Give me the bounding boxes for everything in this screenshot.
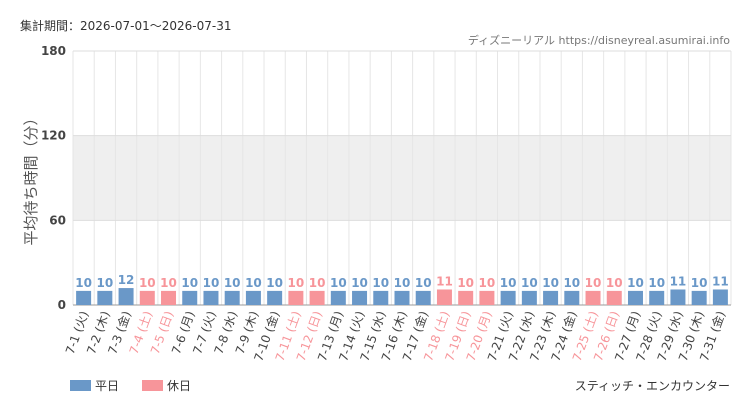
bar bbox=[543, 290, 559, 305]
y-tick-label: 180 bbox=[41, 44, 66, 58]
value-label: 10 bbox=[245, 276, 262, 290]
bar bbox=[564, 290, 580, 305]
bar bbox=[394, 290, 410, 305]
legend-label: 平日 bbox=[95, 379, 119, 393]
value-label: 10 bbox=[351, 276, 368, 290]
value-label: 10 bbox=[372, 276, 389, 290]
value-label: 11 bbox=[670, 274, 687, 288]
value-label: 10 bbox=[309, 276, 326, 290]
bar bbox=[606, 290, 622, 305]
bar bbox=[436, 289, 452, 305]
chart-title: 集計期間：2026-07-01～2026-07-31 bbox=[20, 18, 231, 33]
value-label: 10 bbox=[563, 276, 580, 290]
value-label: 10 bbox=[394, 276, 411, 290]
bar bbox=[76, 290, 92, 305]
value-label: 10 bbox=[585, 276, 602, 290]
bar bbox=[203, 290, 219, 305]
y-axis-label: 平均待ち時間（分） bbox=[22, 110, 40, 245]
value-label: 10 bbox=[479, 276, 496, 290]
value-label: 10 bbox=[181, 276, 198, 290]
bar bbox=[500, 290, 516, 305]
value-label: 10 bbox=[542, 276, 559, 290]
bar bbox=[118, 288, 134, 305]
value-label: 10 bbox=[500, 276, 517, 290]
bar bbox=[245, 290, 261, 305]
source: ディズニーリアル https://disneyreal.asumirai.inf… bbox=[468, 33, 730, 47]
value-label: 10 bbox=[203, 276, 220, 290]
value-label: 10 bbox=[288, 276, 305, 290]
value-label: 11 bbox=[712, 274, 729, 288]
bar bbox=[352, 290, 368, 305]
y-tick-label: 0 bbox=[58, 298, 66, 312]
value-label: 10 bbox=[160, 276, 177, 290]
value-label: 10 bbox=[415, 276, 432, 290]
bar bbox=[691, 290, 707, 305]
value-label: 10 bbox=[139, 276, 156, 290]
bar bbox=[415, 290, 431, 305]
y-tick-label: 60 bbox=[49, 213, 66, 227]
bar bbox=[373, 290, 389, 305]
bar bbox=[182, 290, 198, 305]
bar bbox=[479, 290, 495, 305]
value-label: 10 bbox=[606, 276, 623, 290]
attraction-name: スティッチ・エンカウンター bbox=[575, 379, 730, 393]
bar bbox=[712, 289, 728, 305]
legend-swatch bbox=[142, 380, 163, 391]
value-label: 10 bbox=[75, 276, 92, 290]
value-label: 10 bbox=[266, 276, 283, 290]
y-tick-label: 120 bbox=[41, 129, 66, 143]
bar bbox=[670, 289, 686, 305]
bar bbox=[161, 290, 177, 305]
bar bbox=[627, 290, 643, 305]
bar bbox=[288, 290, 304, 305]
value-label: 10 bbox=[96, 276, 113, 290]
bar bbox=[267, 290, 283, 305]
bar bbox=[97, 290, 113, 305]
legend-label: 休日 bbox=[167, 379, 191, 393]
value-label: 10 bbox=[691, 276, 708, 290]
bar bbox=[224, 290, 240, 305]
bar bbox=[458, 290, 474, 305]
value-label: 10 bbox=[457, 276, 474, 290]
value-label: 10 bbox=[330, 276, 347, 290]
bar bbox=[649, 290, 665, 305]
value-label: 10 bbox=[521, 276, 538, 290]
value-label: 10 bbox=[224, 276, 241, 290]
value-label: 10 bbox=[648, 276, 665, 290]
plot-band bbox=[73, 135, 731, 221]
bar bbox=[585, 290, 601, 305]
legend-swatch bbox=[70, 380, 91, 391]
bar bbox=[521, 290, 537, 305]
bar bbox=[330, 290, 346, 305]
bar bbox=[139, 290, 155, 305]
value-label: 11 bbox=[436, 274, 453, 288]
bar bbox=[309, 290, 325, 305]
value-label: 10 bbox=[627, 276, 644, 290]
value-label: 12 bbox=[118, 273, 135, 287]
